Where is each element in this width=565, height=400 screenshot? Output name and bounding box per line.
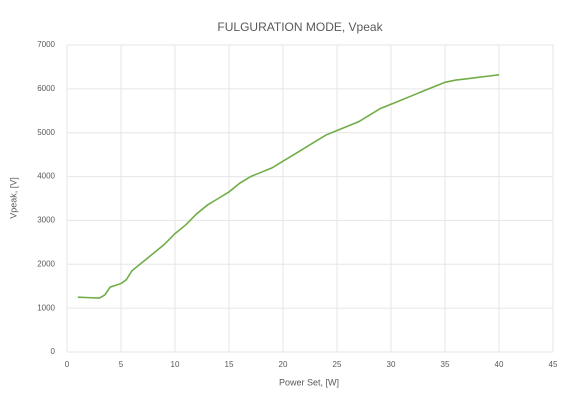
y-tick-label: 1000	[37, 303, 55, 312]
x-axis-title: Power Set, [W]	[279, 377, 339, 387]
x-tick-label: 5	[119, 360, 124, 369]
x-tick-label: 40	[495, 360, 504, 369]
x-tick-label: 20	[279, 360, 288, 369]
chart-title: FULGURATION MODE, Vpeak	[217, 20, 383, 34]
x-tick-label: 30	[387, 360, 396, 369]
y-tick-label: 2000	[37, 259, 55, 268]
y-tick-label: 0	[51, 347, 56, 356]
data-line	[77, 74, 500, 299]
y-tick-label: 7000	[37, 40, 55, 49]
y-axis-title: Vpeak, [V]	[8, 177, 18, 219]
y-tick-label: 6000	[37, 84, 55, 93]
x-tick-label: 45	[549, 360, 558, 369]
x-tick-label: 25	[333, 360, 342, 369]
y-tick-label: 3000	[37, 216, 55, 225]
x-tick-label: 10	[171, 360, 180, 369]
x-tick-label: 0	[65, 360, 70, 369]
y-tick-label: 4000	[37, 172, 55, 181]
x-tick-label: 15	[225, 360, 234, 369]
y-tick-label: 5000	[37, 128, 55, 137]
x-tick-label: 35	[441, 360, 450, 369]
